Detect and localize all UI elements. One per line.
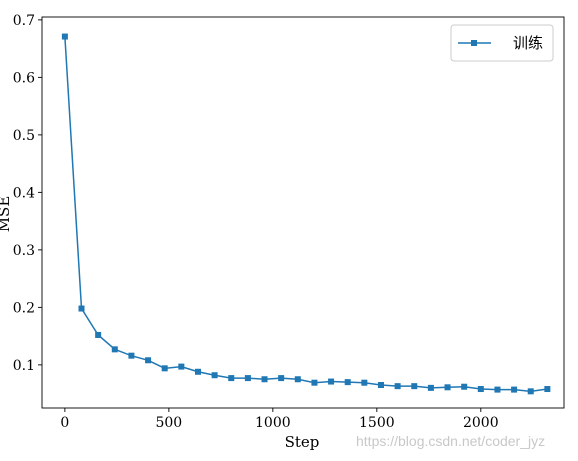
x-tick-label: 1000 xyxy=(255,415,291,431)
y-tick-label: 0.3 xyxy=(13,243,35,259)
series-line xyxy=(64,36,548,393)
data-point xyxy=(78,305,85,312)
data-point xyxy=(544,386,551,393)
data-point xyxy=(444,384,451,391)
data-point xyxy=(261,376,268,383)
plot-area xyxy=(41,16,565,409)
y-axis-title: MSE xyxy=(0,196,13,233)
data-point xyxy=(228,375,235,382)
data-point xyxy=(244,375,251,382)
data-point xyxy=(427,384,434,391)
data-point xyxy=(511,386,518,393)
x-tick-label: 1500 xyxy=(359,415,395,431)
legend: 训练 xyxy=(450,24,554,62)
x-tick-label: 0 xyxy=(60,415,69,431)
data-point xyxy=(344,379,351,386)
data-point xyxy=(377,382,384,388)
data-point xyxy=(194,368,201,375)
plot-frame xyxy=(41,16,565,409)
data-point xyxy=(111,346,118,353)
data-point xyxy=(477,386,484,393)
x-tick-label: 500 xyxy=(155,415,182,431)
legend-series-marker xyxy=(471,40,477,46)
y-tick-label: 0.2 xyxy=(13,300,35,316)
data-point xyxy=(494,386,501,393)
data-point xyxy=(178,363,185,370)
data-point xyxy=(311,379,318,386)
x-axis: 0 500 1000 1500 2000 xyxy=(60,408,499,431)
data-point xyxy=(61,33,68,40)
data-point xyxy=(145,357,152,364)
watermark: https://blog.csdn.net/coder_jyz xyxy=(356,433,545,449)
legend-series-label: 训练 xyxy=(513,34,543,52)
x-axis-title: Step xyxy=(285,433,320,451)
y-tick-label: 0.5 xyxy=(13,128,35,144)
x-tick-label: 2000 xyxy=(463,415,499,431)
y-tick-label: 0.6 xyxy=(13,70,35,86)
data-point xyxy=(161,365,168,372)
legend-frame xyxy=(450,24,554,62)
data-point xyxy=(294,376,301,383)
data-point xyxy=(394,383,401,390)
y-tick-label: 0.1 xyxy=(13,358,35,374)
y-tick-label: 0.7 xyxy=(13,13,35,29)
data-point xyxy=(411,383,418,390)
series-layer xyxy=(61,33,551,395)
y-tick-label: 0.4 xyxy=(13,185,35,201)
data-point xyxy=(128,352,135,359)
data-point xyxy=(328,378,335,385)
y-axis: 0.1 0.2 0.3 0.4 0.5 0.6 0.7 xyxy=(13,13,42,374)
data-point xyxy=(95,331,102,338)
data-point xyxy=(278,375,285,382)
data-point xyxy=(211,372,218,379)
data-point xyxy=(461,383,468,390)
data-point xyxy=(361,379,368,386)
data-point xyxy=(527,388,534,395)
